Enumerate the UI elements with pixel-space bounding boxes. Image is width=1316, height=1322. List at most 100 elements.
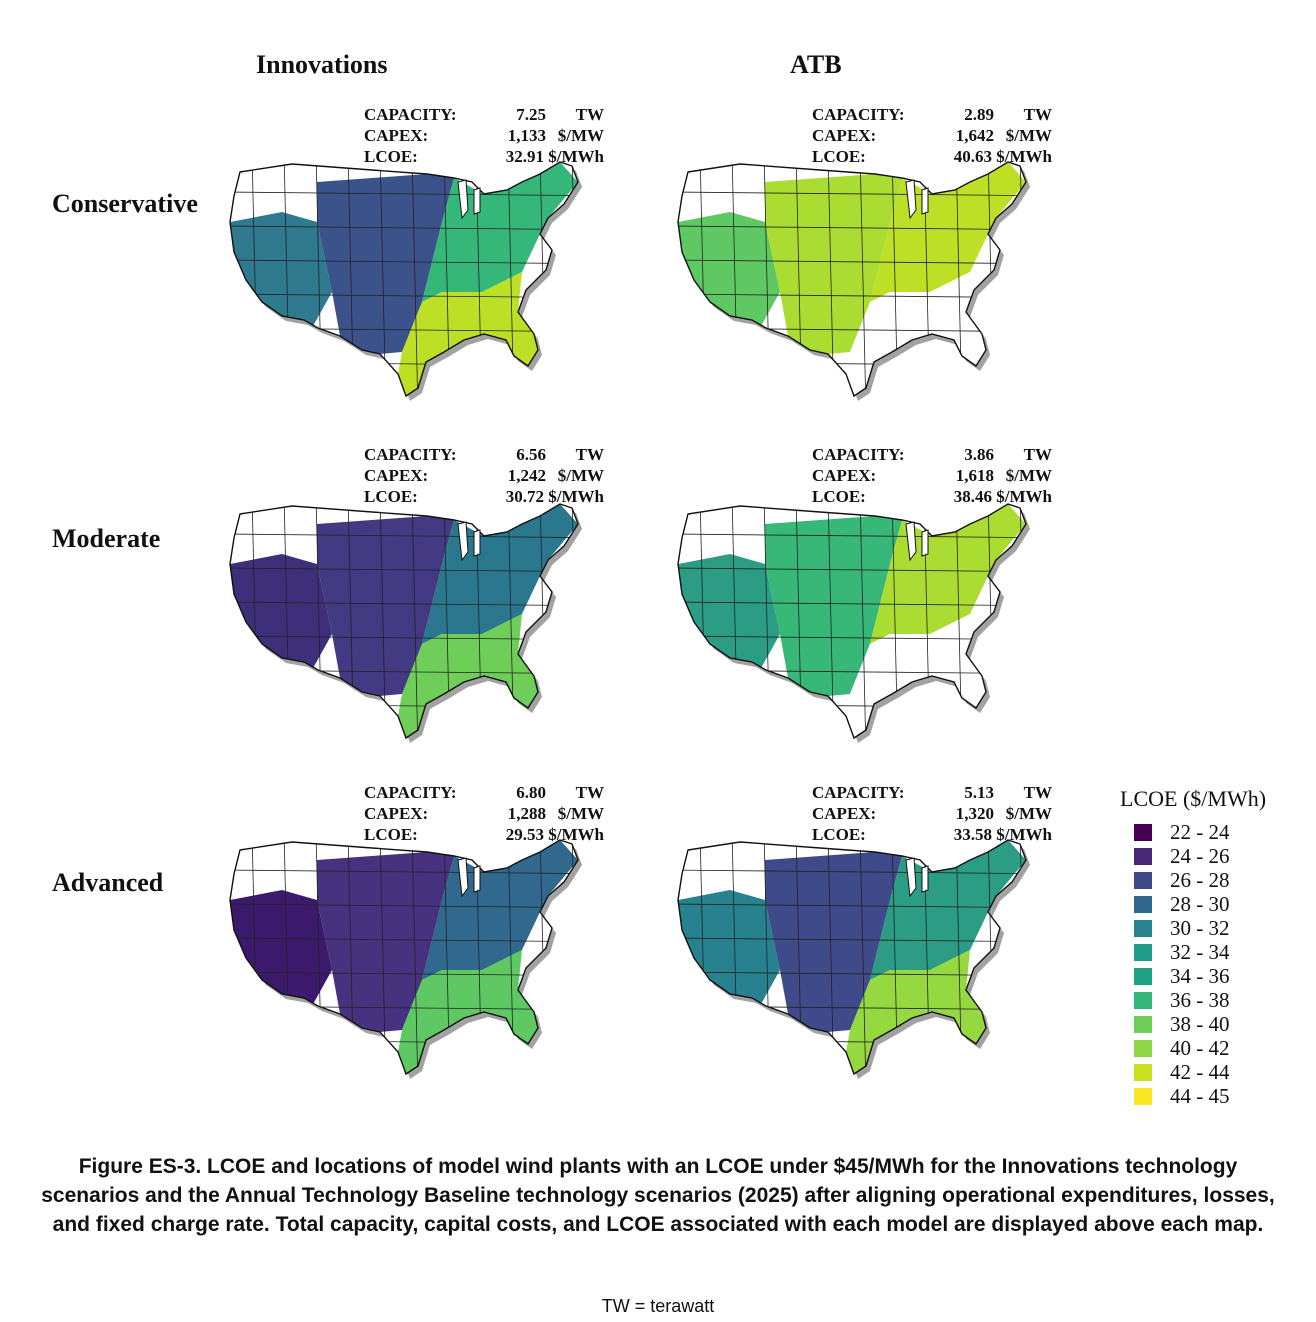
capacity-label: CAPACITY: [364,783,457,802]
row-heading-moderate: Moderate [52,524,161,553]
capacity-label: CAPACITY: [812,105,905,124]
state-border [411,504,419,738]
us-outline [677,161,1027,398]
lcoe-value-with-unit: 29.53 $/MWh [506,824,604,845]
legend-item: 34 - 36 [1120,964,1266,988]
legend-label: 22 - 24 [1170,819,1230,844]
legend-label: 26 - 28 [1170,867,1230,892]
capex-label: CAPEX: [364,466,429,485]
capacity-label: CAPACITY: [812,445,905,464]
us-outline [677,503,1027,740]
legend-item: 28 - 30 [1120,892,1266,916]
map-region [846,614,986,738]
map-region [678,890,780,1006]
lcoe-value-with-unit: 40.63 $/MWh [954,146,1052,167]
state-border [411,162,419,396]
stats-block: CAPACITY: 2.89 TW CAPEX: 1,642 $/MW LCOE: 40.… [812,104,1052,167]
map-region [846,272,986,396]
us-map [229,503,582,743]
map-region [230,212,332,328]
lcoe-label: LCOE: [812,147,866,166]
great-lakes [457,179,481,220]
great-lakes [457,521,481,562]
capex-label: CAPEX: [812,466,877,485]
stats-block: CAPACITY: 3.86 TW CAPEX: 1,618 $/MW LCOE: 38.… [812,444,1052,507]
capacity-value: 2.89 [964,105,994,124]
legend-label: 38 - 40 [1170,1011,1230,1036]
us-outline [229,503,579,740]
legend-item: 38 - 40 [1120,1012,1266,1036]
lcoe-value-with-unit: 33.58 $/MWh [954,824,1052,845]
capacity-unit: TW [1023,783,1052,802]
legend-title: LCOE ($/MWh) [1120,786,1267,811]
us-outline [229,839,579,1076]
figure-caption: Figure ES-3. LCOE and locations of model… [41,1155,1275,1236]
legend-item: 24 - 26 [1120,844,1266,868]
capacity-value: 5.13 [964,783,994,802]
legend-item: 36 - 38 [1120,988,1266,1012]
legend-label: 42 - 44 [1170,1059,1230,1084]
legend-swatch [1134,847,1152,865]
capex-unit: $/MW [557,466,604,485]
state-border [411,840,419,1074]
legend-label: 32 - 34 [1170,939,1230,964]
lcoe-value-with-unit: 30.72 $/MWh [506,486,604,507]
legend-swatch [1134,1063,1152,1081]
lcoe-value: 29.53 [505,825,545,844]
lcoe-unit: $/MWh [996,147,1052,166]
legend-items: 22 - 24 24 - 26 26 - 28 28 - 30 30 - 32 32 - … [1120,820,1266,1108]
capacity-label: CAPACITY: [812,783,905,802]
capex-unit: $/MW [1005,466,1052,485]
legend-swatch [1134,1015,1152,1033]
capacity-value: 7.25 [516,105,546,124]
lcoe-value: 32.91 [505,147,545,166]
lcoe-unit: $/MWh [548,147,604,166]
state-border [678,869,1026,875]
state-border [230,869,578,875]
capex-value: 1,133 [507,126,546,145]
capex-value: 1,618 [955,466,994,485]
legend-swatch [1134,871,1152,889]
capacity-unit: TW [1023,445,1052,464]
us-map [677,839,1030,1079]
state-border [678,533,1026,539]
legend-swatch [1134,1039,1152,1057]
us-map [229,839,582,1079]
us-map [229,161,582,401]
lcoe-value: 38.46 [953,487,993,506]
map-region [678,212,780,328]
legend-label: 40 - 42 [1170,1035,1230,1060]
stats-block: CAPACITY: 6.56 TW CAPEX: 1,242 $/MW LCOE: 30.… [364,444,604,507]
column-heading-innovations: Innovations [256,50,388,79]
row-heading-advanced: Advanced [52,868,164,897]
legend-label: 30 - 32 [1170,915,1230,940]
capacity-unit: TW [575,445,604,464]
capex-label: CAPEX: [364,804,429,823]
lcoe-label: LCOE: [812,487,866,506]
capex-label: CAPEX: [364,126,429,145]
map-region [398,272,538,396]
capex-value: 1,242 [507,466,546,485]
legend-item: 42 - 44 [1120,1060,1266,1084]
lcoe-label: LCOE: [364,825,418,844]
great-lakes [905,179,929,220]
capex-unit: $/MW [557,126,604,145]
lcoe-label: LCOE: [364,147,418,166]
state-border [678,191,1026,197]
capex-label: CAPEX: [812,804,877,823]
legend-label: 28 - 30 [1170,891,1230,916]
legend-label: 24 - 26 [1170,843,1230,868]
capacity-unit: TW [1023,105,1052,124]
map-region [678,554,780,670]
row-heading-conservative: Conservative [52,189,198,218]
capacity-value: 3.86 [964,445,994,464]
legend-item: 22 - 24 [1120,820,1266,844]
legend-item: 40 - 42 [1120,1036,1266,1060]
state-border [859,840,867,1074]
great-lakes [905,857,929,898]
legend-label: 34 - 36 [1170,963,1230,988]
us-outline [229,161,579,398]
lcoe-unit: $/MWh [548,487,604,506]
map-region [398,950,538,1074]
map-region [846,950,986,1074]
